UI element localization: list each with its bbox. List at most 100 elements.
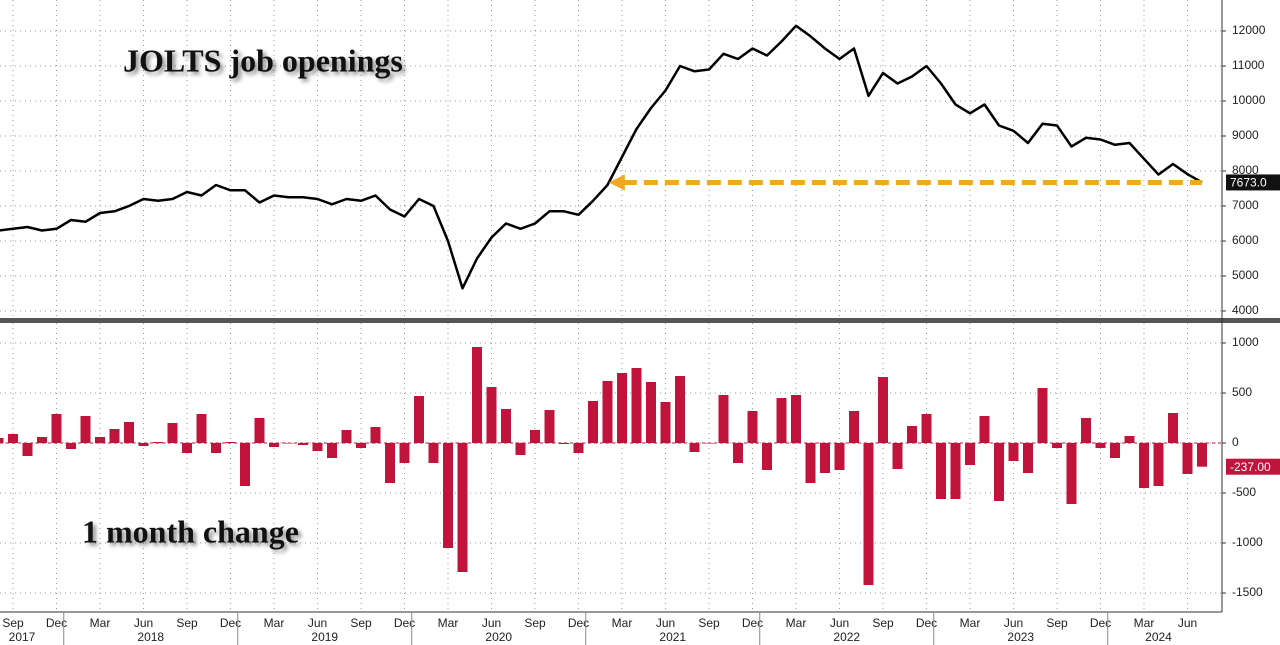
- y-tick-label: 4000: [1232, 303, 1259, 317]
- y-tick-label: 0: [1232, 435, 1239, 449]
- x-tick-label: Dec: [220, 616, 241, 630]
- bar: [1168, 413, 1178, 443]
- bar: [1197, 443, 1207, 467]
- panel-divider: [0, 318, 1280, 323]
- bar: [254, 418, 265, 443]
- y-tick-label: -1000: [1232, 535, 1263, 549]
- bar: [8, 434, 18, 443]
- y-tick-label: 10000: [1232, 93, 1266, 107]
- x-tick-label: Sep: [524, 616, 546, 630]
- bar: [0, 438, 4, 443]
- chart-title: 1 month change: [82, 513, 299, 549]
- chart-title: JOLTS job openings: [123, 42, 403, 78]
- bar: [544, 410, 555, 443]
- x-tick-label: Jun: [1004, 616, 1023, 630]
- y-tick-label: 500: [1232, 385, 1252, 399]
- x-tick-label: Jun: [656, 616, 675, 630]
- x-tick-label: Sep: [2, 616, 24, 630]
- x-tick-label: Mar: [1134, 616, 1155, 630]
- bar: [718, 395, 729, 443]
- bar: [385, 443, 395, 483]
- x-tick-label: Sep: [872, 616, 894, 630]
- x-tick-label: Dec: [742, 616, 763, 630]
- bar: [356, 443, 366, 448]
- x-tick-label: Jun: [482, 616, 501, 630]
- bar: [399, 443, 410, 463]
- bar: [1037, 388, 1048, 443]
- x-tick-label: Sep: [350, 616, 372, 630]
- bar: [153, 442, 163, 443]
- y-tick-label: 7000: [1232, 198, 1259, 212]
- bar: [1081, 418, 1091, 443]
- bar: [689, 443, 700, 452]
- bar: [1023, 443, 1033, 473]
- bar: [820, 443, 830, 473]
- bar: [457, 443, 468, 572]
- x-year-label: 2020: [485, 630, 512, 644]
- bar: [138, 443, 149, 446]
- bar: [1052, 443, 1062, 448]
- bar: [327, 443, 337, 458]
- value-label: -237.00: [1230, 460, 1271, 474]
- bar: [124, 422, 134, 443]
- bar: [298, 443, 308, 445]
- x-tick-label: Mar: [264, 616, 285, 630]
- x-tick-label: Sep: [1046, 616, 1068, 630]
- bar: [994, 443, 1004, 501]
- x-tick-label: Sep: [176, 616, 198, 630]
- bar: [182, 443, 192, 453]
- bar: [1095, 443, 1106, 448]
- bar: [849, 411, 859, 443]
- bar: [109, 429, 120, 443]
- bar: [907, 426, 917, 443]
- bar: [878, 377, 888, 443]
- x-tick-label: Jun: [134, 616, 153, 630]
- bar: [95, 437, 105, 443]
- bar: [196, 414, 207, 443]
- x-tick-label: Jun: [1178, 616, 1197, 630]
- bar: [269, 443, 279, 447]
- x-year-label: 2018: [137, 630, 164, 644]
- bar: [501, 409, 511, 443]
- bar: [530, 430, 540, 443]
- bar: [646, 382, 656, 443]
- bar: [747, 411, 758, 443]
- bar: [791, 395, 801, 443]
- x-tick-label: Jun: [308, 616, 327, 630]
- bar: [921, 414, 932, 443]
- bar: [1139, 443, 1149, 488]
- bar: [588, 401, 598, 443]
- x-year-label: 2021: [659, 630, 686, 644]
- bar: [617, 373, 627, 443]
- bar: [1008, 443, 1019, 461]
- x-year-label: 2024: [1145, 630, 1172, 644]
- bar: [675, 376, 685, 443]
- x-year-label: 2022: [833, 630, 860, 644]
- y-tick-label: -500: [1232, 485, 1256, 499]
- bar: [1182, 443, 1193, 474]
- value-label-box: [1226, 458, 1280, 475]
- bar: [1066, 443, 1077, 504]
- bar: [936, 443, 946, 499]
- bar: [950, 443, 961, 499]
- bar: [515, 443, 526, 455]
- bar: [733, 443, 743, 463]
- y-tick-label: 1000: [1232, 335, 1259, 349]
- bar: [704, 443, 714, 444]
- x-tick-label: Sep: [698, 616, 720, 630]
- y-tick-label: 6000: [1232, 233, 1259, 247]
- bar: [762, 443, 772, 470]
- x-tick-label: Dec: [568, 616, 589, 630]
- bar: [22, 443, 33, 456]
- arrowhead: [608, 174, 625, 191]
- x-tick-label: Mar: [438, 616, 459, 630]
- x-tick-label: Dec: [1090, 616, 1111, 630]
- x-tick-label: Jun: [830, 616, 849, 630]
- line: [0, 24, 1203, 290]
- bar: [225, 442, 236, 443]
- y-tick-label: 5000: [1232, 268, 1259, 282]
- bar: [776, 398, 787, 443]
- x-year-label: 2023: [1007, 630, 1034, 644]
- bar: [979, 416, 990, 443]
